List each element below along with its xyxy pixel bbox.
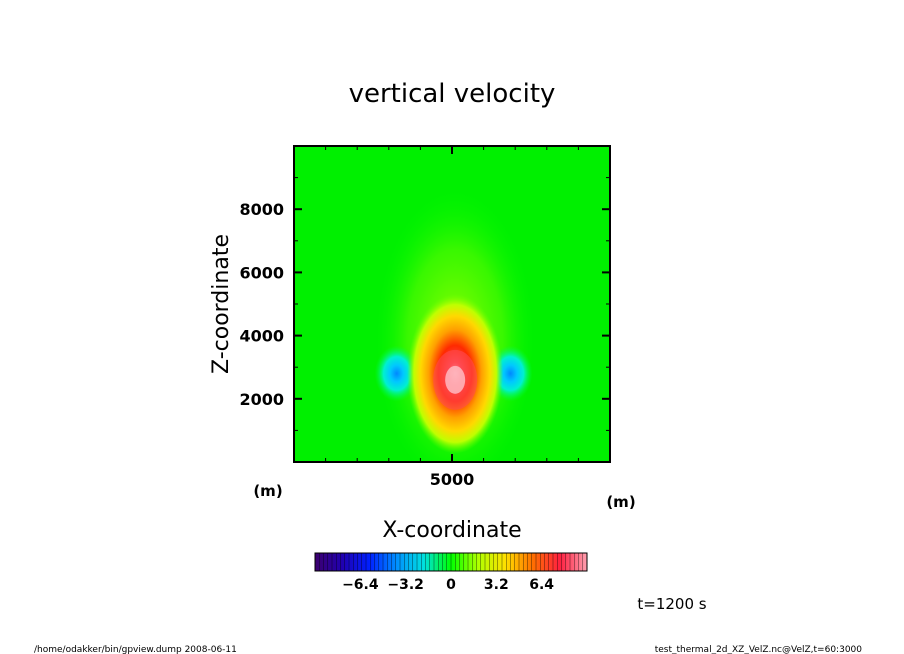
y-axis: 2000 4000 6000 8000 <box>239 200 610 409</box>
velocity-field <box>374 188 536 462</box>
colorbar: −6.4 −3.2 0 3.2 6.4 <box>314 552 588 593</box>
downdraft-core <box>374 345 419 402</box>
y-tick-label: 4000 <box>239 327 284 346</box>
x-axis-unit: (m) <box>606 493 635 511</box>
plot-area <box>293 145 611 463</box>
colorbar-tick-label: 6.4 <box>529 577 554 593</box>
colorbar-tick-label: 0 <box>446 577 456 593</box>
y-axis-label: Z-coordinate <box>209 234 234 374</box>
x-axis-label: X-coordinate <box>382 518 521 543</box>
footer-left: /home/odakker/bin/gpview.dump 2008-06-11 <box>34 645 237 654</box>
colorbar-tick-label: 3.2 <box>484 577 509 593</box>
y-axis-unit: (m) <box>253 482 282 500</box>
y-tick-label: 6000 <box>239 263 284 282</box>
colorbar-tick-label: −6.4 <box>342 577 379 593</box>
updraft-max-marker <box>445 365 466 394</box>
x-tick-label: 5000 <box>430 470 475 489</box>
time-label: t=1200 s <box>637 595 706 613</box>
colorbar-ticks: −6.4 −3.2 0 3.2 6.4 <box>342 577 554 593</box>
colorbar-tick-label: −3.2 <box>387 577 424 593</box>
footer-right: test_thermal_2d_XZ_VelZ.nc@VelZ,t=60:300… <box>655 645 863 654</box>
y-tick-label: 8000 <box>239 200 284 219</box>
y-tick-label: 2000 <box>239 390 284 409</box>
x-axis: 5000 <box>430 146 475 489</box>
chart-title: vertical velocity <box>349 79 556 109</box>
colorbar-bands <box>319 553 583 571</box>
